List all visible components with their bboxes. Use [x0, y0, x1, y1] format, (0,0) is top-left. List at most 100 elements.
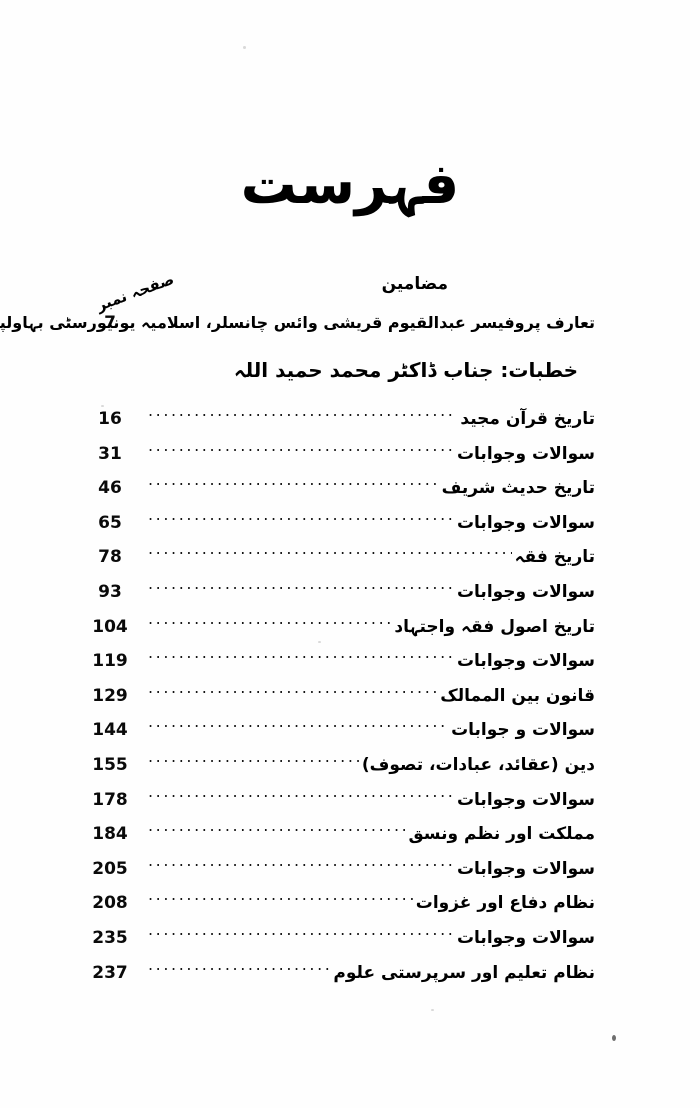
toc-dot-leader: [148, 581, 454, 597]
scan-speckle: [431, 1009, 434, 1011]
toc-row[interactable]: 104 تاریخ اصول فقہ واجتہاد: [0, 616, 700, 646]
page-number-column-header: صفحہ نمبر: [93, 270, 177, 315]
toc-page-number: 31: [98, 443, 122, 464]
toc-entry-title: تاریخ حدیث شریف: [441, 478, 595, 499]
toc-entry-title: سوالات وجوابات: [456, 582, 595, 602]
scan-speckle: [318, 641, 321, 643]
toc-dot-leader: [148, 754, 359, 770]
toc-row[interactable]: 78 تاریخ فقہ: [0, 546, 700, 576]
toc-page-number: 7: [104, 313, 116, 333]
toc-entry-title: سوالات وجوابات: [456, 512, 595, 533]
toc-entry: دین (عقائد، عبادات، تصوف): [148, 754, 595, 776]
toc-dot-leader: [148, 719, 448, 735]
toc-dot-leader: [148, 546, 512, 562]
toc-entry-title: تاریخ فقہ: [514, 547, 595, 568]
toc-entry: سوالات وجوابات: [148, 581, 595, 603]
toc-entry: تعارف پروفیسر عبدالقیوم قریشی وائس چانسل…: [0, 312, 595, 334]
toc-page-number: 65: [98, 512, 122, 533]
toc-page-number: 78: [98, 547, 122, 568]
toc-entry-title: سوالات وجوابات: [456, 928, 595, 948]
toc-entry: تاریخ فقہ: [148, 546, 595, 568]
toc-page-number: 144: [92, 720, 128, 741]
toc-dot-leader: [148, 650, 454, 666]
toc-row[interactable]: 7 تعارف پروفیسر عبدالقیوم قریشی وائس چانس…: [0, 312, 700, 342]
scan-speckle: [101, 405, 104, 407]
toc-entry-title: نظام دفاع اور غزوات: [415, 893, 595, 914]
toc-dot-leader: [148, 789, 454, 805]
toc-row[interactable]: 129 قانون بین الممالک: [0, 685, 700, 715]
toc-entry: سوالات وجوابات: [148, 789, 595, 811]
toc-row[interactable]: 46 تاریخ حدیث شریف: [0, 477, 700, 507]
toc-page-number: 46: [98, 478, 122, 499]
toc-row[interactable]: 16 تاریخ قرآن مجید: [0, 408, 700, 438]
toc-entry: مملکت اور نظم ونسق: [148, 823, 595, 845]
toc-entry-title: سوالات و جوابات: [451, 720, 595, 741]
toc-row[interactable]: 208 نظام دفاع اور غزوات: [0, 892, 700, 922]
toc-row[interactable]: 119 سوالات وجوابات: [0, 650, 700, 680]
toc-dot-leader: [148, 408, 457, 424]
toc-entry-title: قانون بین الممالک: [440, 685, 595, 706]
toc-entry-title: سوالات وجوابات: [456, 858, 595, 879]
toc-entry-title: تاریخ قرآن مجید: [460, 409, 595, 429]
toc-row[interactable]: 178 سوالات وجوابات: [0, 789, 700, 819]
toc-entry: سوالات وجوابات: [148, 512, 595, 534]
toc-dot-leader: [148, 616, 391, 632]
toc-entry: سوالات و جوابات: [148, 719, 595, 741]
toc-row[interactable]: 144 سوالات و جوابات: [0, 719, 700, 749]
toc-dot-leader: [148, 512, 454, 528]
contents-column-header: مضامین: [381, 274, 448, 294]
toc-entry: نظام دفاع اور غزوات: [148, 892, 595, 914]
toc-entry: سوالات وجوابات: [148, 650, 595, 672]
toc-page-number: 184: [92, 824, 128, 845]
toc-page-number: 16: [98, 409, 122, 429]
section-heading-khutbaat: خطبات: جناب ڈاکٹر محمد حمید اللہ: [233, 358, 579, 382]
toc-page-number: 104: [92, 616, 128, 637]
toc-entry: قانون بین الممالک: [148, 685, 595, 707]
toc-page-number: 208: [92, 893, 128, 914]
page-title: فہرست: [240, 152, 460, 217]
toc-row[interactable]: 155 دین (عقائد، عبادات، تصوف): [0, 754, 700, 784]
toc-entry: سوالات وجوابات: [148, 927, 595, 949]
toc-entry: تاریخ حدیث شریف: [148, 477, 595, 499]
toc-entry: نظام تعلیم اور سرپرستی علوم: [148, 962, 595, 984]
toc-entry-title: مملکت اور نظم ونسق: [408, 824, 595, 845]
toc-entry-title: تعارف پروفیسر عبدالقیوم قریشی وائس چانسل…: [0, 313, 595, 332]
scan-speckle: [612, 1035, 616, 1041]
toc-row[interactable]: 237 نظام تعلیم اور سرپرستی علوم: [0, 962, 700, 992]
toc-entry-title: سوالات وجوابات: [456, 651, 595, 672]
toc-row[interactable]: 235 سوالات وجوابات: [0, 927, 700, 957]
toc-entry: سوالات وجوابات: [148, 858, 595, 880]
toc-entry-title: سوالات وجوابات: [456, 443, 595, 464]
toc-dot-leader: [148, 823, 405, 839]
toc-entry-title: نظام تعلیم اور سرپرستی علوم: [333, 962, 595, 983]
toc-entry-title: تاریخ اصول فقہ واجتہاد: [394, 616, 595, 637]
toc-entry-title: دین (عقائد، عبادات، تصوف): [361, 755, 595, 775]
toc-dot-leader: [148, 892, 413, 908]
toc-row[interactable]: 65 سوالات وجوابات: [0, 512, 700, 542]
scan-speckle: [243, 46, 246, 49]
toc-dot-leader: [148, 858, 454, 874]
toc-page-number: 235: [92, 928, 128, 948]
toc-column-headers: صفحہ نمبر مضامین: [0, 268, 700, 316]
toc-page-number: 205: [92, 858, 128, 879]
toc-dot-leader: [148, 477, 439, 493]
toc-dot-leader: [148, 962, 330, 978]
toc-page-number: 93: [98, 582, 122, 602]
toc-row[interactable]: 184 مملکت اور نظم ونسق: [0, 823, 700, 853]
toc-entry: سوالات وجوابات: [148, 443, 595, 465]
toc-page-number: 237: [92, 962, 128, 983]
toc-row[interactable]: 205 سوالات وجوابات: [0, 858, 700, 888]
toc-page-number: 155: [92, 755, 128, 775]
toc-page-number: 119: [92, 651, 128, 672]
toc-entry-title: سوالات وجوابات: [456, 789, 595, 810]
toc-page-number: 129: [92, 685, 128, 706]
toc-row[interactable]: 93 سوالات وجوابات: [0, 581, 700, 611]
toc-row[interactable]: 31 سوالات وجوابات: [0, 443, 700, 473]
toc-page-number: 178: [92, 789, 128, 810]
toc-dot-leader: [148, 685, 437, 701]
toc-entry: تاریخ اصول فقہ واجتہاد: [148, 616, 595, 638]
toc-dot-leader: [148, 443, 454, 459]
toc-entry: تاریخ قرآن مجید: [148, 408, 595, 430]
toc-dot-leader: [148, 927, 454, 943]
